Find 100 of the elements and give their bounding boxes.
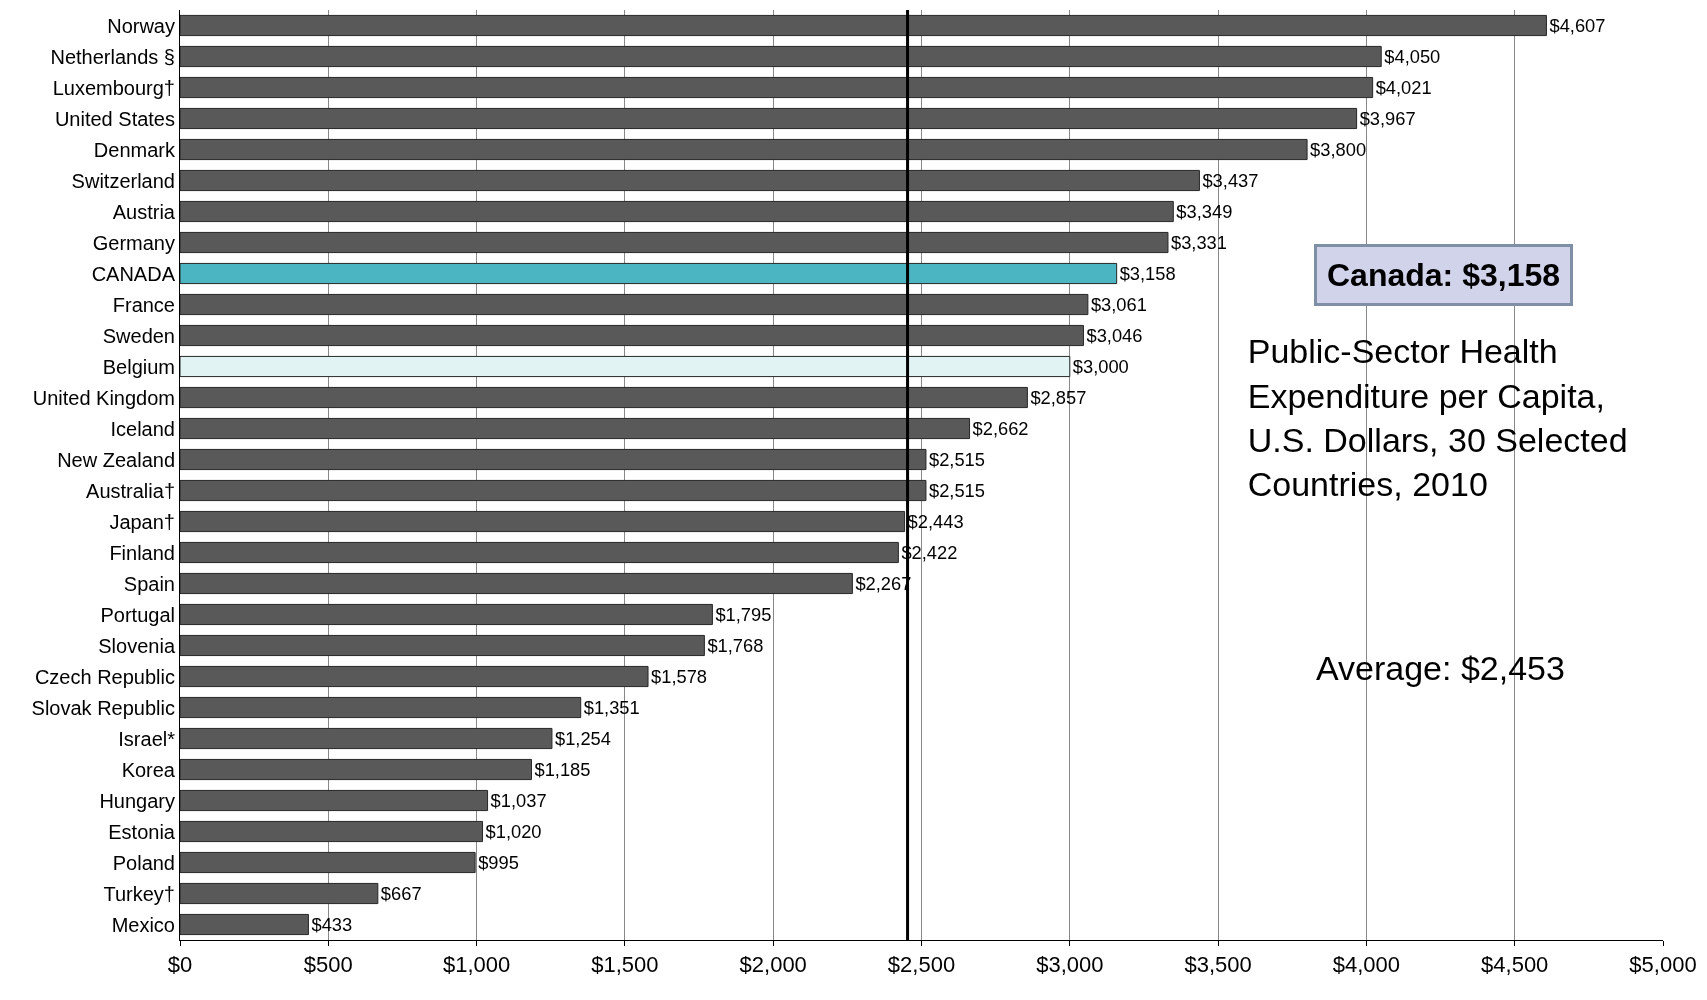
bar	[180, 572, 853, 595]
data-label: $4,021	[1375, 76, 1432, 98]
bar	[180, 510, 906, 533]
bar	[180, 727, 553, 750]
bar	[180, 665, 649, 688]
data-label: $4,607	[1549, 14, 1606, 36]
y-tick-label: Germany	[92, 231, 175, 254]
x-tick-label: $2,500	[887, 952, 956, 978]
data-label: $1,768	[707, 634, 764, 656]
bar	[180, 820, 484, 843]
data-label: $3,331	[1171, 231, 1227, 253]
data-label: $3,349	[1176, 200, 1233, 222]
bar	[180, 107, 1358, 130]
y-tick-label: Austria	[112, 200, 176, 223]
bar	[180, 541, 899, 564]
annotation: Canada: $3,158	[1327, 257, 1561, 293]
y-tick-label: Estonia	[108, 820, 176, 843]
x-tick-label: $1,500	[591, 952, 659, 978]
y-tick-label: Israel*	[118, 727, 176, 750]
y-tick-label: New Zealand	[57, 448, 175, 471]
y-tick-label: Norway	[107, 14, 175, 37]
bar	[180, 200, 1174, 223]
data-label: $2,443	[907, 510, 964, 532]
ref-line-label: Average: $2,453	[1316, 649, 1565, 687]
data-label: $3,046	[1086, 324, 1143, 346]
x-tick-label: $4,000	[1332, 952, 1401, 978]
y-tick-label: United States	[54, 107, 175, 130]
y-tick-label: Japan†	[109, 510, 175, 533]
bar	[180, 851, 476, 874]
y-tick-label: Slovenia	[98, 634, 176, 657]
bar	[180, 355, 1071, 378]
bar	[180, 45, 1382, 68]
data-label: $667	[380, 882, 422, 904]
y-tick-label: Luxembourg†	[52, 76, 175, 99]
data-label: $3,967	[1359, 107, 1416, 129]
bar	[180, 324, 1084, 347]
y-tick-label: Turkey†	[103, 882, 175, 905]
y-tick-label: Switzerland	[71, 169, 175, 192]
y-tick-label: Czech Republic	[34, 665, 175, 688]
bar	[180, 417, 971, 440]
y-tick-label: Australia†	[86, 479, 175, 502]
x-tick-label: $3,000	[1036, 952, 1104, 978]
x-tick-label: $5,000	[1629, 952, 1697, 978]
x-tick-label: $3,500	[1184, 952, 1252, 978]
data-label: $1,351	[583, 696, 640, 718]
data-label: $433	[311, 913, 353, 935]
data-label: $3,800	[1310, 138, 1367, 160]
bar	[180, 14, 1547, 37]
y-tick-label: United Kingdom	[32, 386, 175, 409]
bar	[180, 76, 1374, 99]
x-tick-label: $4,500	[1481, 952, 1549, 978]
y-tick-label: Finland	[109, 541, 175, 564]
y-tick-label: Mexico	[111, 913, 175, 936]
data-label: $2,857	[1030, 386, 1087, 408]
data-label: $995	[478, 851, 519, 873]
bar	[180, 262, 1118, 285]
data-label: $1,020	[485, 820, 542, 842]
bar	[180, 913, 309, 936]
bar	[180, 231, 1169, 254]
data-label: $1,037	[490, 789, 547, 811]
y-tick-label: Poland	[112, 851, 175, 874]
x-tick-label: $0	[167, 952, 193, 978]
data-label: $3,437	[1202, 169, 1259, 191]
data-label: $1,254	[554, 727, 611, 749]
y-tick-label: Belgium	[102, 355, 175, 378]
y-tick-label: CANADA	[91, 262, 176, 285]
y-tick-label: Sweden	[102, 324, 175, 347]
bar	[180, 603, 713, 626]
bar	[180, 696, 582, 719]
data-label: $2,515	[928, 448, 985, 470]
bar	[180, 138, 1308, 161]
x-tick-label: $2,000	[739, 952, 807, 978]
y-tick-label: Spain	[123, 572, 175, 595]
bar	[180, 448, 927, 471]
y-tick-label: Slovak Republic	[31, 696, 175, 719]
text: Public-Sector Health Expenditure per Capita, U.S. Dollars, 30 Selected Countries, 2010	[1247, 332, 1628, 503]
bar	[180, 386, 1028, 409]
bar	[180, 758, 532, 781]
y-tick-label: France	[112, 293, 175, 316]
y-tick-label: Denmark	[93, 138, 176, 161]
y-tick-label: Hungary	[99, 789, 175, 812]
bar	[180, 293, 1089, 316]
data-label: $1,795	[715, 603, 772, 625]
y-tick-label: Iceland	[110, 417, 175, 440]
data-label: $3,000	[1072, 355, 1129, 377]
y-tick-label: Netherlands §	[50, 45, 175, 68]
bar	[180, 882, 379, 905]
bar	[180, 789, 489, 812]
data-label: $3,061	[1090, 293, 1147, 315]
data-label: $1,185	[534, 758, 591, 780]
bar	[180, 634, 705, 657]
data-label: $4,050	[1384, 45, 1441, 67]
y-tick-label: Portugal	[100, 603, 175, 626]
bar	[180, 169, 1200, 192]
bar	[180, 479, 927, 502]
x-tick-label: $500	[303, 952, 353, 978]
data-label: $2,662	[972, 417, 1029, 439]
data-label: $3,158	[1119, 262, 1176, 284]
x-tick-label: $1,000	[442, 952, 511, 978]
data-label: $2,515	[928, 479, 985, 501]
